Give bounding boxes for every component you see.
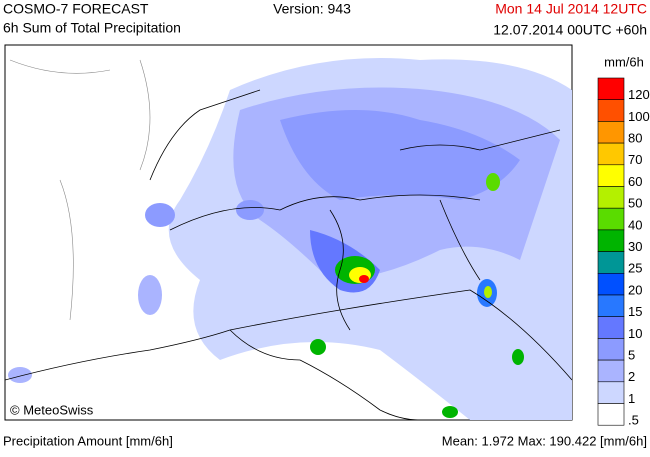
legend-label: 60 (628, 174, 642, 189)
legend-swatch (597, 316, 625, 339)
legend-swatch (597, 77, 625, 101)
legend-swatch (597, 403, 625, 426)
legend-swatch (597, 381, 625, 404)
legend-unit: mm/6h (604, 54, 644, 69)
version: Version: 943 (273, 1, 351, 17)
legend-swatch (597, 142, 625, 166)
run: 12.07.2014 00UTC +60h (493, 22, 647, 38)
legend-swatch (597, 338, 625, 361)
legend-label: 80 (628, 131, 642, 146)
footer-stats: Mean: 1.972 Max: 190.422 [mm/6h] (442, 433, 647, 448)
legend-swatch (597, 207, 625, 231)
legend-label: 40 (628, 217, 642, 232)
legend-swatch (597, 359, 625, 383)
product: COSMO-7 FORECAST (3, 1, 149, 17)
legend-label: 20 (628, 282, 642, 297)
map: © MeteoSwiss (4, 44, 573, 421)
legend-swatch (597, 99, 625, 122)
legend-swatch (597, 229, 625, 252)
legend-label: 15 (628, 304, 642, 319)
borders (5, 89, 572, 420)
legend-label: 70 (628, 152, 642, 167)
credit: © MeteoSwiss (10, 402, 94, 417)
legend-label: 1 (628, 391, 635, 406)
legend-label: 2 (628, 369, 635, 384)
legend-label: 30 (628, 239, 642, 254)
legend-swatch (597, 251, 625, 274)
field: 6h Sum of Total Precipitation (3, 20, 181, 36)
legend-swatch (597, 164, 625, 187)
legend-swatch (597, 272, 625, 296)
legend-swatch (597, 121, 625, 144)
legend-label: 25 (628, 261, 642, 276)
legend-label: .5 (628, 413, 639, 428)
legend-label: 120 (628, 87, 650, 102)
rivers (9, 59, 151, 321)
legend-label: 50 (628, 196, 642, 211)
legend-swatch (597, 186, 625, 209)
legend: mm/6h 120 100 80 70 60 50 40 30 25 20 15 10 5 2 1 .5 (597, 54, 650, 428)
precip-field (8, 58, 572, 420)
legend-label: 10 (628, 326, 642, 341)
footer-quantity: Precipitation Amount [mm/6h] (3, 433, 173, 448)
valid-time: Mon 14 Jul 2014 12UTC (495, 1, 647, 17)
legend-label: 100 (628, 109, 650, 124)
legend-swatch (597, 294, 625, 318)
legend-label: 5 (628, 348, 635, 363)
